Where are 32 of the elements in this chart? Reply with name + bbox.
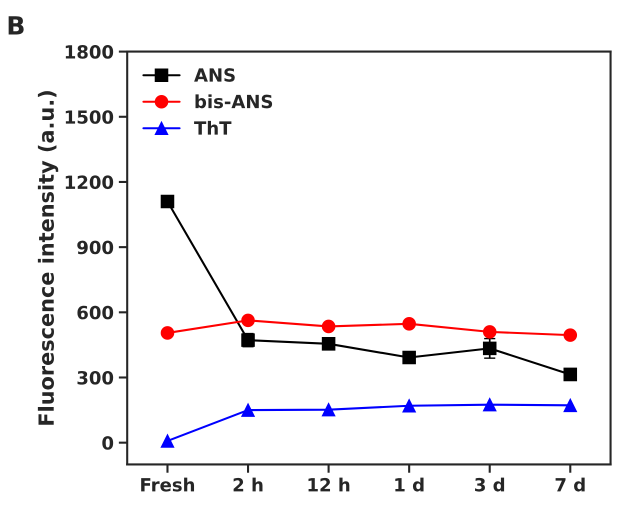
point: [160, 194, 174, 208]
x-tick-label: 7 d: [556, 478, 585, 492]
y-tick-label: 1500: [66, 110, 114, 124]
point: [322, 402, 336, 416]
y-axis-title: Fluorescence intensity (a.u.): [38, 91, 58, 425]
y-tick-label: 900: [77, 240, 114, 254]
x-tick-label: 1 d: [395, 478, 424, 492]
point: [160, 326, 174, 340]
point: [482, 342, 496, 356]
point: [564, 398, 578, 412]
point: [402, 317, 416, 331]
point: [482, 325, 496, 339]
point: [482, 398, 496, 412]
legend-label: ThT: [194, 120, 232, 135]
point: [564, 328, 578, 342]
point: [241, 403, 255, 417]
y-tick-label: 300: [78, 370, 114, 385]
point: [322, 320, 336, 334]
x-tick-label: 12 h: [308, 478, 350, 492]
y-tick-label: 1800: [66, 45, 114, 59]
y-tick-label: 0: [102, 436, 114, 450]
x-tick-label: Fresh: [141, 478, 194, 492]
x-tick-label: 3 d: [475, 478, 504, 492]
y-tick-label: 1200: [66, 175, 114, 190]
point: [402, 398, 416, 413]
point: [160, 434, 174, 448]
x-tick-label: 2 h: [234, 478, 262, 492]
point: [241, 314, 255, 328]
y-tick-label: 600: [77, 306, 114, 320]
legend-label: ANS: [194, 68, 235, 82]
legend-label: bis-ANS: [196, 94, 272, 108]
text: B: [8, 16, 24, 34]
